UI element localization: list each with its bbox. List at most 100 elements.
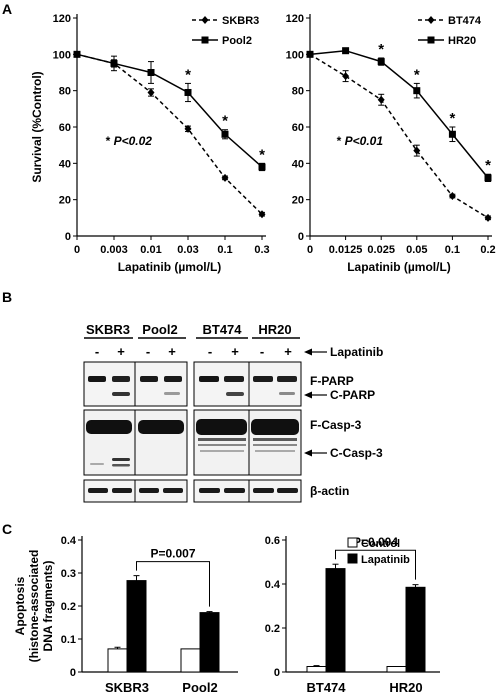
lane-mark-3: - xyxy=(146,344,150,359)
data-point xyxy=(258,163,266,171)
x-tick-label: 0.03 xyxy=(177,244,198,256)
survival-chart-skbr3-pool2: 0 20 40 60 80 100 120 0 0.003 0.01 0.03 0.1 0.3 Lapat… xyxy=(30,13,270,274)
legend-label-bt474: BT474 xyxy=(448,15,482,27)
data-point xyxy=(342,47,350,55)
bar-lapatinib xyxy=(325,568,346,673)
y-tick-label: 20 xyxy=(59,195,71,207)
data-point xyxy=(221,130,229,138)
x-tick-label: 0.2 xyxy=(480,244,495,256)
x-axis-label: Lapatinib (µmol/L) xyxy=(118,260,222,274)
category-label: BT474 xyxy=(306,680,346,695)
blot-box-actin-right xyxy=(193,479,302,503)
blot-box-parp-left xyxy=(83,361,188,407)
y-tick-label: 60 xyxy=(59,122,71,134)
category-label: Pool2 xyxy=(182,680,217,695)
legend-label-hr20: HR20 xyxy=(448,35,476,47)
lane-mark-2: + xyxy=(117,344,125,359)
y-tick-label: 0 xyxy=(274,667,280,679)
bar-control xyxy=(306,666,327,673)
p-value-prefix: * xyxy=(106,134,114,148)
data-point xyxy=(221,173,229,182)
western-blot: SKBR3 Pool2 BT474 HR20 - + - + - + - + L… xyxy=(83,322,383,503)
significance-bracket xyxy=(335,549,416,580)
panel-letter-a: A xyxy=(2,1,12,17)
y-tick-label: 60 xyxy=(292,122,304,134)
data-point xyxy=(306,50,314,58)
y-tick-label: 100 xyxy=(53,49,71,61)
treatment-label: Lapatinib xyxy=(330,345,383,359)
series-line-hr20 xyxy=(309,49,489,179)
y-tick-label: 0 xyxy=(298,231,304,243)
data-point xyxy=(342,72,350,81)
bar-control xyxy=(107,648,128,673)
survival-chart-bt474-hr20: 0 20 40 60 80 100 120 0 0.0125 0.025 0.05 0.1 0.2 Lap… xyxy=(286,13,496,274)
x-tick-label: 0 xyxy=(307,244,313,256)
blot-group-label-skbr3: SKBR3 xyxy=(86,322,130,337)
y-tick-label: 0.6 xyxy=(265,535,280,547)
bar-lapatinib xyxy=(405,586,426,673)
x-tick-label: 0 xyxy=(74,244,80,256)
legend-marker xyxy=(201,16,209,24)
y-tick-label: 120 xyxy=(53,13,71,25)
lane-mark-8: + xyxy=(284,344,292,359)
legend-label-skbr3: SKBR3 xyxy=(222,15,259,27)
lane-mark-6: + xyxy=(231,344,239,359)
data-point xyxy=(484,213,492,222)
bar-lapatinib xyxy=(126,580,147,673)
p-value-text: P<0.02 xyxy=(114,134,153,148)
p-value-prefix: * xyxy=(337,134,345,148)
significance-star: * xyxy=(449,110,455,127)
data-point xyxy=(448,192,456,201)
blot-box-casp3-right xyxy=(193,409,302,476)
blot-box-casp3-left xyxy=(83,409,188,476)
legend-label-pool2: Pool2 xyxy=(222,35,252,47)
bar-control xyxy=(386,666,407,673)
blot-box-actin-left xyxy=(83,479,188,503)
legend-label-lapatinib: Lapatinib xyxy=(361,554,410,566)
apoptosis-y-axis-label: Apoptosis (histone-associated DNA fragment… xyxy=(13,550,55,663)
y-tick-label: 0.2 xyxy=(61,601,76,613)
band-label-c-casp-3: C-Casp-3 xyxy=(330,446,383,460)
series-line-pool2 xyxy=(76,53,263,168)
y-tick-label: 0 xyxy=(65,231,71,243)
y-tick-label: 0.4 xyxy=(61,535,77,547)
band-label-beta-actin: β-actin xyxy=(310,484,349,498)
significance-star: * xyxy=(222,113,228,130)
lane-mark-5: - xyxy=(208,344,212,359)
p-value-label: P=0.004 xyxy=(353,535,398,549)
legend-marker xyxy=(427,16,435,24)
band-label-c-parp: C-PARP xyxy=(330,388,375,402)
c-parp-arrow-head xyxy=(304,391,312,399)
bar-control xyxy=(180,648,201,673)
lane-mark-7: - xyxy=(260,344,264,359)
data-point xyxy=(413,146,421,155)
p-value-text: P<0.01 xyxy=(345,134,384,148)
blot-group-label-bt474: BT474 xyxy=(202,322,242,337)
legend-marker xyxy=(201,36,209,44)
apoptosis-chart-skbr3-pool2: 0 0.1 0.2 0.3 0.4 SKBR3 Pool2 P=0.007 xyxy=(61,535,238,695)
blot-box-parp-right xyxy=(193,361,302,407)
y-tick-label: 0.3 xyxy=(61,568,76,580)
y-tick-label: 80 xyxy=(59,86,71,98)
significance-star: * xyxy=(414,66,420,83)
data-point xyxy=(377,58,385,66)
y-axis-label-line: Apoptosis xyxy=(13,576,27,635)
data-point xyxy=(110,59,118,67)
bar-lapatinib xyxy=(199,612,220,673)
p-value-label: * P<0.02 xyxy=(106,134,153,148)
significance-bracket xyxy=(136,561,210,607)
legend-swatch-lapatinib xyxy=(347,553,358,564)
y-tick-label: 0 xyxy=(70,667,76,679)
significance-star: * xyxy=(378,41,384,58)
category-label: SKBR3 xyxy=(105,680,149,695)
p-value-label: P=0.007 xyxy=(150,547,195,561)
p-value-label: * P<0.01 xyxy=(337,134,384,148)
panel-letter-c: C xyxy=(2,521,12,537)
x-tick-label: 0.1 xyxy=(217,244,232,256)
data-point xyxy=(184,124,192,133)
data-point xyxy=(184,88,192,96)
x-tick-label: 0.0125 xyxy=(329,244,363,256)
series-line-bt474 xyxy=(309,53,489,219)
lane-mark-1: - xyxy=(95,344,99,359)
